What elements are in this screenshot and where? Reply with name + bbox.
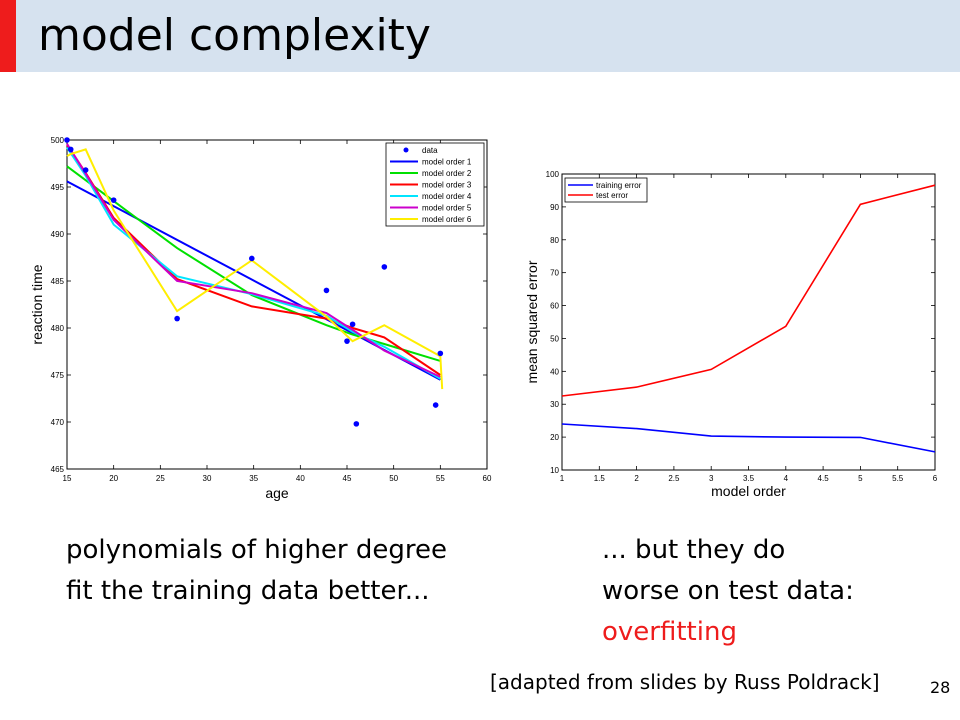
legend-label: test error — [596, 191, 628, 200]
x-tick-label: 40 — [296, 474, 305, 483]
y-tick-label: 475 — [51, 371, 65, 380]
x-axis-label: model order — [711, 483, 786, 499]
y-tick-label: 485 — [51, 277, 65, 286]
legend-label: model order 2 — [422, 169, 472, 178]
y-tick-label: 70 — [550, 269, 559, 278]
legend-label: model order 5 — [422, 204, 472, 213]
legend-label: model order 6 — [422, 215, 472, 224]
data-point — [174, 315, 180, 322]
right-caption-line-2: worse on test data: — [602, 576, 854, 606]
slide-title: model complexity — [38, 10, 431, 61]
y-tick-label: 490 — [51, 230, 65, 239]
title-bar — [0, 0, 960, 72]
fit-line-model-order-2 — [66, 165, 441, 362]
x-tick-label: 4 — [784, 474, 789, 483]
x-tick-label: 50 — [389, 474, 398, 483]
left-caption: polynomials of higher degree fit the tra… — [66, 530, 447, 612]
y-tick-label: 480 — [51, 324, 65, 333]
legend-label: model order 3 — [422, 181, 472, 190]
right-caption: ... but they do worse on test data: over… — [602, 530, 854, 653]
x-tick-label: 2 — [634, 474, 639, 483]
y-tick-label: 50 — [550, 334, 559, 343]
data-point — [67, 146, 74, 153]
x-tick-label: 30 — [203, 474, 212, 483]
y-tick-label: 30 — [550, 400, 559, 409]
y-tick-label: 10 — [550, 466, 559, 475]
y-axis-label: mean squared error — [524, 260, 540, 383]
right-caption-line-1: ... but they do — [602, 535, 786, 565]
x-tick-label: 4.5 — [818, 474, 830, 483]
data-point — [344, 338, 350, 344]
legend-label: training error — [596, 181, 642, 190]
data-point — [437, 350, 444, 357]
data-point — [110, 197, 117, 203]
x-tick-label: 25 — [156, 474, 165, 483]
y-tick-label: 20 — [550, 433, 559, 442]
x-tick-label: 55 — [436, 474, 445, 483]
x-tick-label: 2.5 — [668, 474, 680, 483]
data-point — [432, 402, 439, 408]
x-tick-label: 3.5 — [743, 474, 755, 483]
series-line-test-error — [561, 184, 936, 397]
title-accent-stripe — [0, 0, 16, 72]
plot-frame-2 — [561, 173, 936, 471]
y-tick-label: 495 — [51, 183, 65, 192]
y-tick-label: 60 — [550, 302, 559, 311]
y-tick-label: 500 — [51, 136, 65, 145]
x-tick-label: 6 — [933, 474, 938, 483]
y-tick-label: 465 — [51, 465, 65, 474]
x-tick-label: 1 — [560, 474, 565, 483]
x-tick-label: 35 — [249, 474, 258, 483]
legend-marker-data — [403, 147, 409, 153]
legend-label-data: data — [422, 146, 438, 155]
series-line-training-error — [561, 423, 936, 453]
left-caption-line-1: polynomials of higher degree — [66, 535, 447, 565]
y-tick-label: 80 — [550, 236, 559, 245]
data-point — [349, 321, 356, 328]
page-number: 28 — [930, 678, 951, 697]
left-caption-line-2: fit the training data better... — [66, 576, 430, 606]
legend-label: model order 1 — [422, 158, 472, 167]
x-tick-label: 15 — [63, 474, 72, 483]
y-tick-label: 40 — [550, 367, 559, 376]
x-tick-label: 60 — [483, 474, 492, 483]
overfitting-highlight: overfitting — [602, 617, 737, 647]
legend-box-2 — [564, 177, 648, 203]
data-point — [249, 255, 255, 262]
x-tick-label: 45 — [343, 474, 352, 483]
y-tick-label: 90 — [550, 203, 559, 212]
x-tick-label: 5 — [858, 474, 863, 483]
legend-label: model order 4 — [422, 192, 472, 201]
x-tick-label: 3 — [709, 474, 714, 483]
data-point — [64, 137, 70, 143]
credit-text: [adapted from slides by Russ Poldrack] — [490, 670, 880, 694]
data-point — [323, 287, 330, 294]
y-tick-label: 470 — [51, 418, 65, 427]
fit-line-model-order-5 — [66, 143, 441, 378]
x-tick-label: 20 — [109, 474, 118, 483]
data-point — [353, 421, 360, 427]
y-tick-label: 100 — [546, 170, 560, 179]
data-point — [82, 167, 89, 173]
y-axis-label: reaction time — [29, 264, 45, 344]
x-tick-label: 1.5 — [594, 474, 606, 483]
x-tick-label: 5.5 — [892, 474, 904, 483]
x-axis-label: age — [265, 485, 289, 501]
data-point — [381, 264, 388, 270]
